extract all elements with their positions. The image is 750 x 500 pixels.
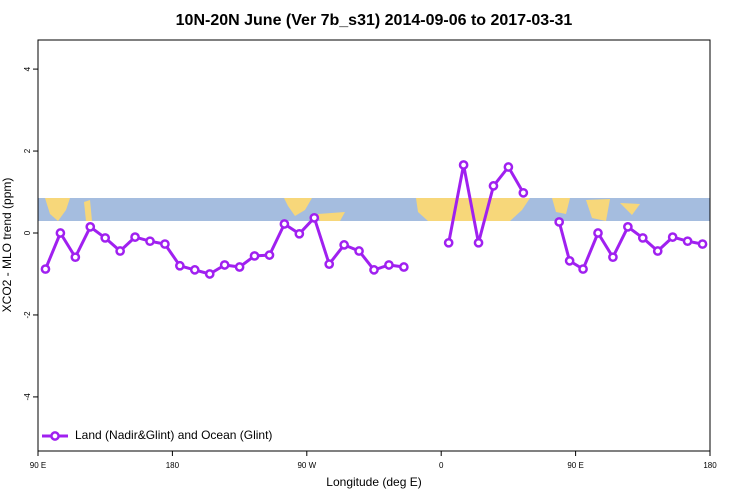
x-axis-label: Longitude (deg E) bbox=[326, 475, 421, 489]
data-point bbox=[189, 265, 200, 275]
data-point bbox=[70, 252, 81, 263]
data-point bbox=[100, 233, 111, 243]
y-tick-label: 4 bbox=[23, 66, 32, 71]
data-point bbox=[637, 233, 648, 243]
data-point bbox=[219, 260, 230, 270]
data-point bbox=[339, 240, 349, 250]
data-point bbox=[264, 250, 275, 260]
legend-marker bbox=[50, 431, 60, 441]
x-tick-label: 180 bbox=[703, 461, 717, 470]
data-point bbox=[130, 232, 140, 242]
x-tick-label: 90 E bbox=[567, 461, 583, 470]
data-point bbox=[473, 237, 484, 248]
data-point bbox=[294, 228, 305, 239]
data-point bbox=[175, 260, 185, 271]
data-point bbox=[249, 251, 260, 261]
data-point bbox=[115, 246, 125, 256]
legend-text: Land (Nadir&Glint) and Ocean (Glint) bbox=[75, 428, 272, 442]
plot-frame bbox=[37, 39, 711, 452]
y-tick-label: -2 bbox=[23, 311, 32, 319]
data-point bbox=[458, 160, 469, 170]
data-point bbox=[682, 236, 693, 247]
data-point bbox=[518, 187, 529, 198]
data-point bbox=[279, 219, 290, 229]
data-point bbox=[384, 260, 394, 270]
data-point bbox=[309, 212, 320, 223]
y-tick-label: -4 bbox=[23, 393, 32, 401]
data-point bbox=[564, 256, 575, 266]
chart-title: 10N-20N June (Ver 7b_s31) 2014-09-06 to … bbox=[176, 12, 573, 29]
data-point bbox=[354, 246, 364, 256]
data-point bbox=[488, 181, 499, 191]
data-point bbox=[443, 237, 454, 248]
data-point bbox=[399, 262, 409, 272]
y-axis-label: XCO2 - MLO trend (ppm) bbox=[0, 178, 14, 313]
y-tick-label: 0 bbox=[23, 230, 32, 235]
data-point bbox=[578, 264, 588, 274]
data-point bbox=[160, 239, 170, 249]
map-strip bbox=[38, 198, 710, 221]
data-point bbox=[85, 222, 96, 232]
data-point bbox=[55, 228, 66, 238]
data-point bbox=[40, 264, 51, 274]
y-tick-label: 2 bbox=[23, 148, 32, 153]
data-point bbox=[697, 239, 708, 249]
x-tick-label: 90 E bbox=[30, 461, 46, 470]
data-point bbox=[667, 232, 678, 242]
x-tick-label: 90 W bbox=[297, 461, 316, 470]
data-point bbox=[652, 246, 663, 256]
data-point bbox=[369, 265, 379, 275]
x-tick-label: 0 bbox=[439, 461, 444, 470]
data-point bbox=[145, 236, 155, 247]
data-point bbox=[503, 162, 514, 172]
data-point bbox=[593, 228, 603, 238]
data-point bbox=[204, 269, 215, 279]
data-point bbox=[554, 217, 565, 227]
data-point bbox=[623, 222, 633, 232]
data-point bbox=[324, 259, 335, 269]
x-tick-label: 180 bbox=[166, 461, 180, 470]
data-point bbox=[608, 252, 618, 263]
data-point bbox=[234, 262, 245, 272]
